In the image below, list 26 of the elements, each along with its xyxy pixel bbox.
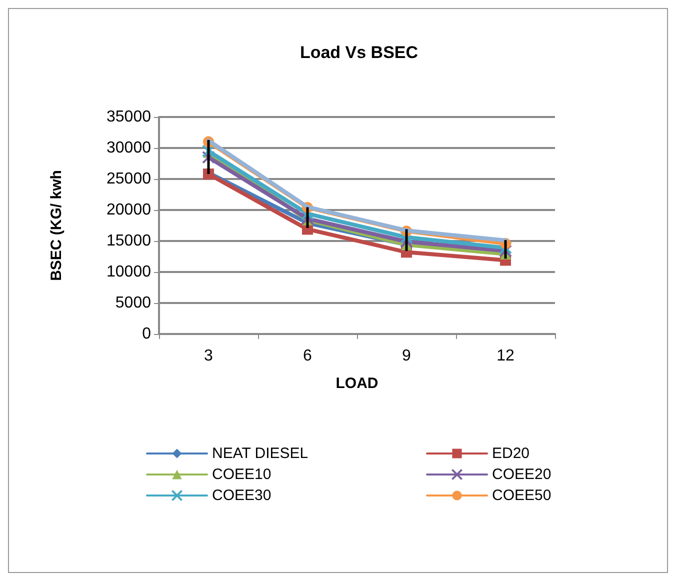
x-axis-title: LOAD bbox=[336, 375, 378, 392]
y-tick-label: 30000 bbox=[106, 140, 152, 156]
y-tick-label: 5000 bbox=[115, 294, 152, 312]
y-tick-label: 25000 bbox=[106, 170, 152, 188]
x-tick-label: 12 bbox=[496, 348, 514, 364]
point bbox=[400, 230, 413, 244]
legend-label: NEAT DIESEL bbox=[212, 445, 308, 462]
x-tick-label: 3 bbox=[204, 348, 214, 364]
point bbox=[202, 150, 215, 164]
chart-title: Load Vs BSEC bbox=[300, 43, 418, 62]
x-tick-label: 6 bbox=[303, 348, 312, 364]
legend-label: COEE50 bbox=[492, 487, 552, 504]
legend-label: ED20 bbox=[492, 445, 530, 462]
legend-label: COEE20 bbox=[492, 466, 552, 483]
x-tick-label: 9 bbox=[402, 348, 412, 364]
y-tick-label: 10000 bbox=[106, 264, 152, 280]
point bbox=[499, 241, 512, 254]
point bbox=[400, 235, 413, 248]
y-tick-label: 0 bbox=[142, 326, 152, 342]
y-tick-label: 15000 bbox=[106, 232, 152, 250]
legend-label: COEE30 bbox=[212, 487, 272, 504]
y-tick-label: 20000 bbox=[106, 202, 152, 218]
y-axis-title: BSEC (KG/ kwh bbox=[48, 170, 65, 281]
legend-label: COEE10 bbox=[212, 466, 272, 483]
y-tick-label: 35000 bbox=[106, 108, 152, 126]
point bbox=[499, 244, 512, 258]
